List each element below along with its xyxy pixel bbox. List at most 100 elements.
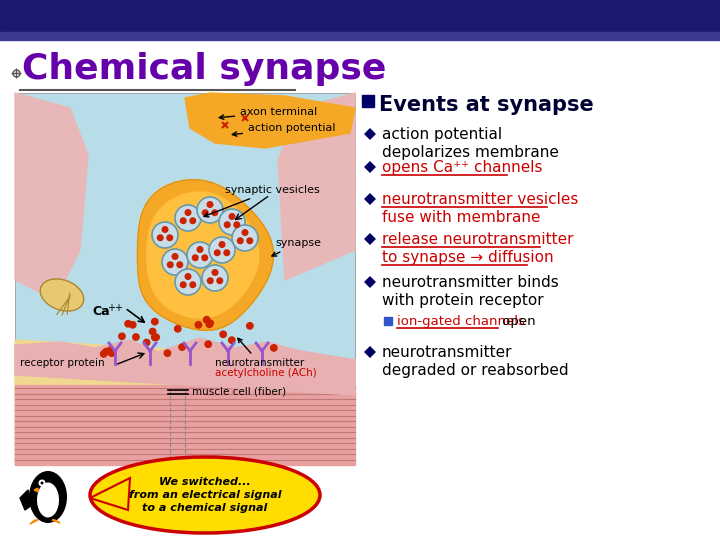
Circle shape — [181, 282, 186, 287]
Polygon shape — [20, 490, 32, 510]
Polygon shape — [364, 346, 376, 358]
Circle shape — [215, 250, 220, 255]
Ellipse shape — [40, 279, 84, 311]
Circle shape — [177, 262, 183, 267]
Polygon shape — [15, 385, 355, 465]
Text: action potential: action potential — [233, 123, 336, 136]
Text: acetylcholine (ACh): acetylcholine (ACh) — [215, 368, 317, 378]
Text: fuse with membrane: fuse with membrane — [382, 210, 541, 225]
Ellipse shape — [90, 457, 320, 533]
Circle shape — [174, 326, 181, 332]
Polygon shape — [34, 488, 38, 492]
Polygon shape — [52, 520, 60, 523]
Circle shape — [220, 331, 226, 338]
Polygon shape — [364, 193, 376, 205]
Circle shape — [205, 341, 212, 347]
Circle shape — [40, 482, 43, 484]
Text: receptor protein: receptor protein — [20, 358, 104, 368]
Circle shape — [224, 250, 230, 255]
Text: axon terminal: axon terminal — [220, 107, 318, 119]
Text: degraded or reabsorbed: degraded or reabsorbed — [382, 363, 569, 378]
Polygon shape — [364, 128, 376, 140]
Text: neurotransmitter: neurotransmitter — [215, 338, 305, 368]
Circle shape — [149, 328, 156, 335]
Circle shape — [109, 350, 115, 356]
Text: ion-gated channels: ion-gated channels — [397, 315, 525, 328]
Bar — [0, 0, 720, 32]
Circle shape — [162, 227, 168, 232]
Circle shape — [103, 348, 109, 355]
Text: Chemical synapse: Chemical synapse — [22, 52, 387, 86]
Polygon shape — [364, 233, 376, 245]
Text: synapse: synapse — [272, 238, 321, 256]
Circle shape — [162, 249, 188, 275]
Bar — [0, 32, 720, 40]
Circle shape — [202, 265, 228, 291]
Circle shape — [132, 334, 139, 340]
Circle shape — [212, 269, 218, 275]
Text: release neurotransmitter: release neurotransmitter — [382, 232, 574, 247]
Circle shape — [164, 350, 171, 356]
Circle shape — [229, 214, 235, 219]
Circle shape — [107, 347, 114, 353]
Circle shape — [185, 210, 191, 215]
Circle shape — [271, 345, 277, 351]
Circle shape — [119, 333, 125, 340]
Polygon shape — [15, 338, 355, 395]
Circle shape — [225, 222, 230, 227]
Text: open: open — [498, 315, 536, 328]
Text: neurotransmitter binds: neurotransmitter binds — [382, 275, 559, 290]
Text: action potential: action potential — [382, 127, 502, 142]
Circle shape — [130, 322, 136, 328]
Circle shape — [152, 334, 158, 341]
Circle shape — [217, 278, 222, 284]
Circle shape — [125, 321, 131, 327]
Circle shape — [179, 344, 185, 350]
Circle shape — [206, 321, 212, 327]
Circle shape — [202, 255, 207, 261]
Text: synaptic vesicles: synaptic vesicles — [204, 185, 320, 217]
Circle shape — [219, 209, 245, 235]
Circle shape — [153, 334, 159, 340]
Circle shape — [187, 242, 213, 268]
Circle shape — [168, 262, 173, 267]
Text: muscle cell (fiber): muscle cell (fiber) — [192, 386, 286, 396]
Circle shape — [247, 238, 253, 244]
Circle shape — [172, 254, 178, 259]
Text: Ca: Ca — [92, 305, 109, 318]
Circle shape — [197, 247, 203, 252]
Circle shape — [143, 339, 150, 346]
Circle shape — [207, 202, 213, 207]
Bar — [15, 93, 355, 465]
Text: opens Ca⁺⁺ channels: opens Ca⁺⁺ channels — [382, 160, 542, 175]
Circle shape — [234, 222, 240, 227]
Text: to synapse → diffusion: to synapse → diffusion — [382, 250, 554, 265]
Circle shape — [152, 222, 178, 248]
Circle shape — [181, 218, 186, 224]
Circle shape — [228, 337, 235, 343]
Circle shape — [175, 205, 201, 231]
Circle shape — [209, 237, 235, 263]
Circle shape — [197, 197, 223, 223]
Circle shape — [242, 230, 248, 235]
Circle shape — [175, 269, 201, 295]
Circle shape — [204, 316, 210, 323]
Polygon shape — [15, 93, 88, 300]
Polygon shape — [15, 340, 355, 465]
Polygon shape — [185, 93, 355, 148]
Text: with protein receptor: with protein receptor — [382, 293, 544, 308]
Polygon shape — [30, 520, 38, 524]
Circle shape — [212, 210, 217, 215]
Text: neurotransmitter vesicles: neurotransmitter vesicles — [382, 192, 578, 207]
Circle shape — [152, 319, 158, 325]
Text: We switched...
from an electrical signal
to a chemical signal: We switched... from an electrical signal… — [129, 477, 282, 513]
Circle shape — [247, 323, 253, 329]
Circle shape — [158, 235, 163, 240]
Bar — [384, 317, 392, 325]
Circle shape — [185, 274, 191, 279]
Circle shape — [190, 282, 196, 287]
Circle shape — [167, 235, 173, 240]
Text: depolarizes membrane: depolarizes membrane — [382, 145, 559, 160]
Polygon shape — [364, 161, 376, 173]
Circle shape — [219, 242, 225, 247]
